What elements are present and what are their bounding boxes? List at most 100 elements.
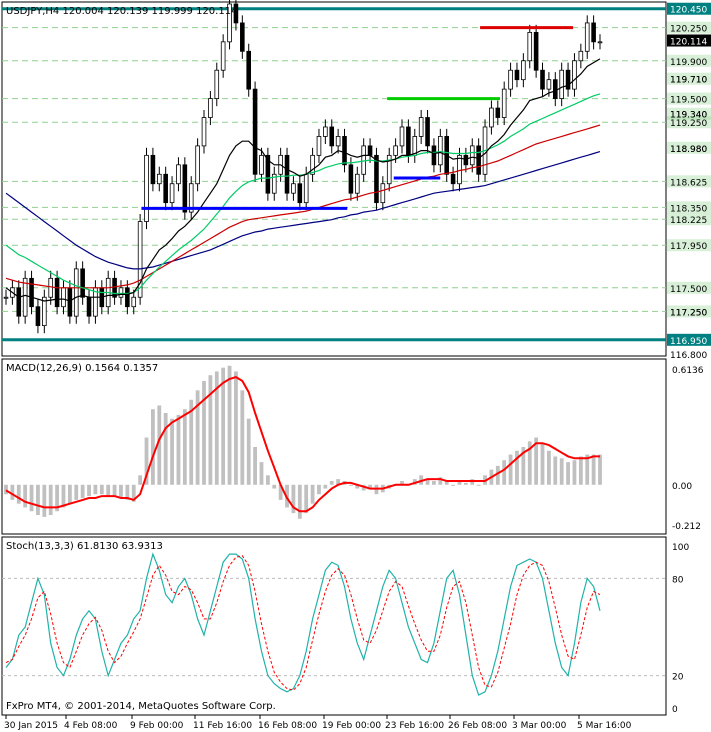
candle-body <box>310 154 315 175</box>
candle-body <box>431 145 437 166</box>
price-label-box <box>667 54 711 67</box>
time-axis-label: 11 Feb 16:00 <box>193 721 252 731</box>
candle-body <box>3 296 9 299</box>
candle-body <box>450 173 456 185</box>
time-axis-label: 16 Feb 08:00 <box>258 721 317 731</box>
candle-body <box>374 154 379 204</box>
macd-histogram-bar <box>304 484 309 514</box>
ma-blue-line <box>5 151 601 270</box>
macd-histogram-bar <box>16 484 21 504</box>
price-axis-label: 116.950 <box>670 337 707 347</box>
price-axis-label: 120.114 <box>670 38 707 48</box>
candle-body <box>131 296 137 308</box>
time-axis-label: 9 Feb 00:00 <box>130 721 184 731</box>
candle-body <box>399 126 405 147</box>
candle-body <box>227 3 232 43</box>
macd-axis-label: 0.00 <box>672 482 692 492</box>
macd-histogram-bar <box>214 371 219 485</box>
stoch-axis-label: 80 <box>672 575 684 585</box>
macd-histogram-bar <box>349 484 353 486</box>
candle-body <box>150 154 156 185</box>
price-axis-tick: 117.250 <box>670 308 707 318</box>
macd-histogram-bar <box>527 441 532 485</box>
price-axis-label: 118.225 <box>670 216 707 226</box>
macd-histogram-bar <box>208 375 213 485</box>
price-axis-label: 119.250 <box>670 119 707 129</box>
candle-body <box>425 117 430 147</box>
macd-histogram-bar <box>451 484 455 486</box>
candle-body <box>521 60 526 81</box>
candle-body <box>169 183 175 204</box>
macd-histogram-bar <box>329 481 334 485</box>
candle-body <box>86 296 92 317</box>
macd-histogram-bar <box>278 484 283 500</box>
price-label-box <box>667 201 711 214</box>
macd-histogram-bar <box>444 481 449 485</box>
macd-panel[interactable] <box>1 358 667 535</box>
price-label-box <box>667 72 711 85</box>
price-axis-label: 118.980 <box>670 145 707 155</box>
macd-histogram-bar <box>265 475 270 485</box>
time-axis-label: 5 Mar 16:00 <box>577 721 632 731</box>
candle-body <box>156 173 162 185</box>
price-axis-label: 117.500 <box>670 285 707 295</box>
price-label-box <box>667 92 711 105</box>
price-axis-label: 119.340 <box>670 111 707 121</box>
candle-body <box>514 69 520 81</box>
macd-histogram-bar <box>425 479 430 485</box>
macd-histogram-bar <box>598 454 602 485</box>
candle-body <box>463 154 469 166</box>
candle-body <box>342 136 347 166</box>
time-axis-label: 19 Feb 00:00 <box>322 721 381 731</box>
candle-body <box>367 145 373 156</box>
macd-histogram-bar <box>151 409 155 485</box>
macd-histogram-bar <box>67 484 72 504</box>
candle-body <box>265 154 271 194</box>
stoch-panel[interactable] <box>1 536 667 716</box>
macd-histogram-bar <box>297 484 302 519</box>
candle-body <box>188 183 194 213</box>
macd-histogram-bar <box>400 481 404 485</box>
candle-body <box>572 60 577 90</box>
macd-histogram-bar <box>502 460 507 485</box>
candle-body <box>335 136 341 147</box>
candle-body <box>489 107 494 128</box>
macd-histogram-bar <box>125 484 130 500</box>
macd-histogram-bar <box>438 477 443 485</box>
price-axis-label: 119.500 <box>670 96 707 106</box>
candle-body <box>42 296 47 327</box>
price-axis-label: 120.450 <box>670 6 707 16</box>
macd-histogram-bar <box>553 456 558 485</box>
candle-body <box>80 268 85 298</box>
macd-axis-label: -0.212 <box>672 522 701 532</box>
macd-histogram-bar <box>10 484 15 500</box>
stoch-axis-label: 0 <box>672 705 678 715</box>
candle-body <box>125 287 130 308</box>
candle-body <box>163 173 168 204</box>
price-label-box <box>667 2 711 15</box>
stoch-main-line <box>5 552 601 696</box>
candle-body <box>501 88 507 118</box>
price-label-box <box>667 305 711 318</box>
macd-histogram-bar <box>163 413 168 485</box>
macd-histogram-bar <box>112 484 117 497</box>
candle-body <box>246 50 252 90</box>
candle-body <box>323 126 328 137</box>
macd-histogram-bar <box>234 371 238 485</box>
macd-histogram-bar <box>310 484 315 504</box>
price-label-box <box>667 333 711 346</box>
macd-histogram-bar <box>547 450 551 485</box>
macd-header: MACD(12,26,9) 0.1564 0.1357 <box>6 363 158 374</box>
candle-body <box>597 41 603 44</box>
candle-body <box>552 79 558 99</box>
price-axis-label: 119.900 <box>670 58 707 68</box>
macd-histogram-bar <box>457 481 462 485</box>
macd-signal-line <box>5 376 600 513</box>
candle-body <box>578 50 584 62</box>
price-axis-label: 120.250 <box>670 25 707 35</box>
macd-histogram-bar <box>495 465 500 485</box>
candle-body <box>591 22 596 43</box>
macd-histogram-bar <box>227 365 232 485</box>
macd-histogram-bar <box>355 484 360 489</box>
